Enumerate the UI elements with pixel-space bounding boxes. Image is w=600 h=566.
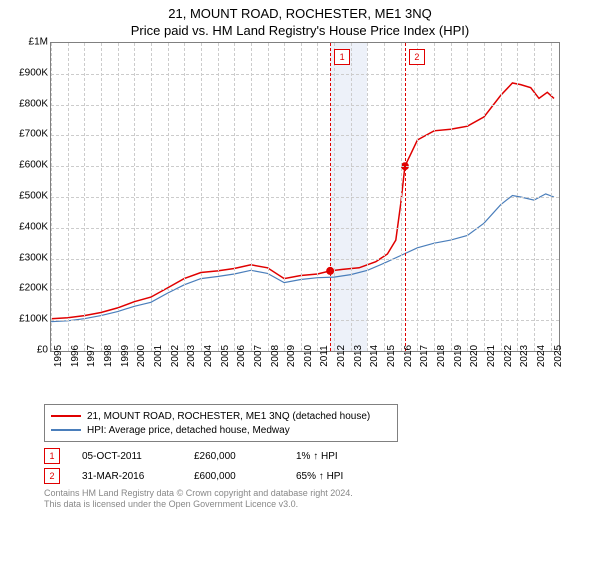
x-tick-label: 2003: [186, 345, 197, 367]
legend-label: HPI: Average price, detached house, Medw…: [87, 425, 290, 436]
legend-label: 21, MOUNT ROAD, ROCHESTER, ME1 3NQ (deta…: [87, 411, 370, 422]
x-tick-label: 2021: [486, 345, 497, 367]
x-tick-label: 2014: [369, 345, 380, 367]
x-tick-label: 2011: [319, 345, 330, 367]
x-tick-label: 2024: [536, 345, 547, 367]
x-tick-label: 2015: [386, 345, 397, 367]
x-tick-label: 2005: [220, 345, 231, 367]
x-tick-label: 2009: [286, 345, 297, 367]
event-delta: 65% ↑ HPI: [296, 471, 343, 482]
chart-title: 21, MOUNT ROAD, ROCHESTER, ME1 3NQ: [0, 6, 600, 21]
x-tick-label: 2023: [519, 345, 530, 367]
legend-item: 21, MOUNT ROAD, ROCHESTER, ME1 3NQ (deta…: [51, 409, 391, 423]
attribution-line: Contains HM Land Registry data © Crown c…: [44, 488, 592, 499]
x-tick-label: 2002: [170, 345, 181, 367]
event-marker-icon: 1: [44, 448, 60, 464]
x-tick-label: 2008: [270, 345, 281, 367]
legend-swatch: [51, 429, 81, 431]
x-tick-label: 2006: [236, 345, 247, 367]
event-row: 2 31-MAR-2016 £600,000 65% ↑ HPI: [44, 466, 592, 486]
event-marker-icon: 2: [409, 49, 425, 65]
legend-item: HPI: Average price, detached house, Medw…: [51, 423, 391, 437]
attribution-line: This data is licensed under the Open Gov…: [44, 499, 592, 510]
y-tick-label: £600K: [19, 160, 48, 171]
events-table: 1 05-OCT-2011 £260,000 1% ↑ HPI 2 31-MAR…: [44, 446, 592, 486]
x-tick-label: 2025: [553, 345, 564, 367]
event-marker-icon: 1: [334, 49, 350, 65]
x-tick-label: 2010: [303, 345, 314, 367]
x-tick-label: 2000: [136, 345, 147, 367]
x-tick-label: 2019: [453, 345, 464, 367]
x-tick-label: 1996: [70, 345, 81, 367]
event-delta: 1% ↑ HPI: [296, 451, 338, 462]
y-tick-label: £1M: [29, 37, 48, 48]
y-tick-label: £100K: [19, 314, 48, 325]
chart-subtitle: Price paid vs. HM Land Registry's House …: [0, 23, 600, 38]
y-tick-label: £0: [37, 345, 48, 356]
x-tick-label: 1999: [120, 345, 131, 367]
x-tick-label: 2001: [153, 345, 164, 367]
y-tick-label: £800K: [19, 98, 48, 109]
y-axis: £0£100K£200K£300K£400K£500K£600K£700K£80…: [6, 42, 50, 352]
attribution: Contains HM Land Registry data © Crown c…: [44, 488, 592, 511]
event-price: £600,000: [194, 471, 274, 482]
plot-area: 12: [50, 42, 560, 352]
y-tick-label: £400K: [19, 221, 48, 232]
event-date: 31-MAR-2016: [82, 471, 172, 482]
x-tick-label: 2017: [419, 345, 430, 367]
x-tick-label: 2022: [503, 345, 514, 367]
x-axis: 1995199619971998199920002001200220032004…: [50, 352, 560, 402]
y-tick-label: £300K: [19, 252, 48, 263]
x-tick-label: 2007: [253, 345, 264, 367]
event-marker-icon: 2: [44, 468, 60, 484]
legend-swatch: [51, 415, 81, 417]
chart-area: £0 £100K £200K £300K £400K £500K £600K £700K £80…: [6, 42, 566, 402]
y-tick-label: £900K: [19, 67, 48, 78]
x-tick-label: 2016: [403, 345, 414, 367]
x-tick-label: 1997: [86, 345, 97, 367]
x-tick-label: 2012: [336, 345, 347, 367]
y-tick-label: £500K: [19, 191, 48, 202]
x-tick-label: 2013: [353, 345, 364, 367]
event-price: £260,000: [194, 451, 274, 462]
event-row: 1 05-OCT-2011 £260,000 1% ↑ HPI: [44, 446, 592, 466]
legend: 21, MOUNT ROAD, ROCHESTER, ME1 3NQ (deta…: [44, 404, 398, 442]
event-date: 05-OCT-2011: [82, 451, 172, 462]
x-tick-label: 1995: [53, 345, 64, 367]
x-tick-label: 2004: [203, 345, 214, 367]
y-tick-label: £700K: [19, 129, 48, 140]
x-tick-label: 2020: [469, 345, 480, 367]
y-tick-label: £200K: [19, 283, 48, 294]
x-tick-label: 2018: [436, 345, 447, 367]
x-tick-label: 1998: [103, 345, 114, 367]
